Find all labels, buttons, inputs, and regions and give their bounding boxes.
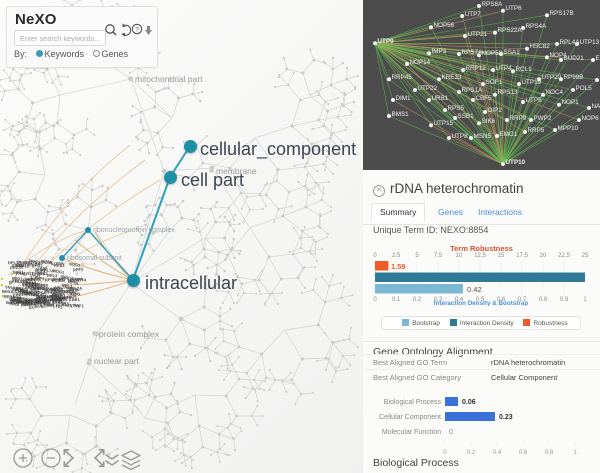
svg-text:0: 0	[373, 253, 377, 259]
svg-text:22.5: 22.5	[558, 253, 570, 259]
svg-text:1.59: 1.59	[391, 262, 406, 271]
svg-text:1: 1	[573, 450, 577, 454]
svg-text:0.2: 0.2	[467, 450, 476, 454]
svg-text:0.8: 0.8	[539, 297, 548, 303]
svg-text:0.42: 0.42	[467, 285, 482, 294]
svg-text:0: 0	[373, 297, 377, 303]
svg-text:7.5: 7.5	[434, 253, 443, 259]
svg-text:0.9: 0.9	[560, 297, 569, 303]
svg-text:1: 1	[583, 297, 587, 303]
svg-text:Interaction Density & Bootstra: Interaction Density & Bootstrap	[434, 300, 529, 306]
svg-text:?: ?	[135, 27, 139, 34]
svg-text:20: 20	[540, 253, 547, 259]
svg-text:0.8: 0.8	[545, 450, 554, 454]
svg-text:0.4: 0.4	[493, 450, 502, 454]
svg-text:12.5: 12.5	[474, 253, 486, 259]
svg-text:10: 10	[456, 253, 463, 259]
svg-text:0: 0	[443, 450, 447, 454]
svg-text:2.5: 2.5	[392, 253, 401, 259]
svg-text:17.5: 17.5	[516, 253, 528, 259]
svg-text:0.1: 0.1	[392, 297, 401, 303]
svg-text:25: 25	[582, 253, 589, 259]
svg-text:5: 5	[415, 253, 419, 259]
svg-text:0.2: 0.2	[413, 297, 422, 303]
svg-text:0.6: 0.6	[519, 450, 528, 454]
svg-text:15: 15	[498, 253, 505, 259]
